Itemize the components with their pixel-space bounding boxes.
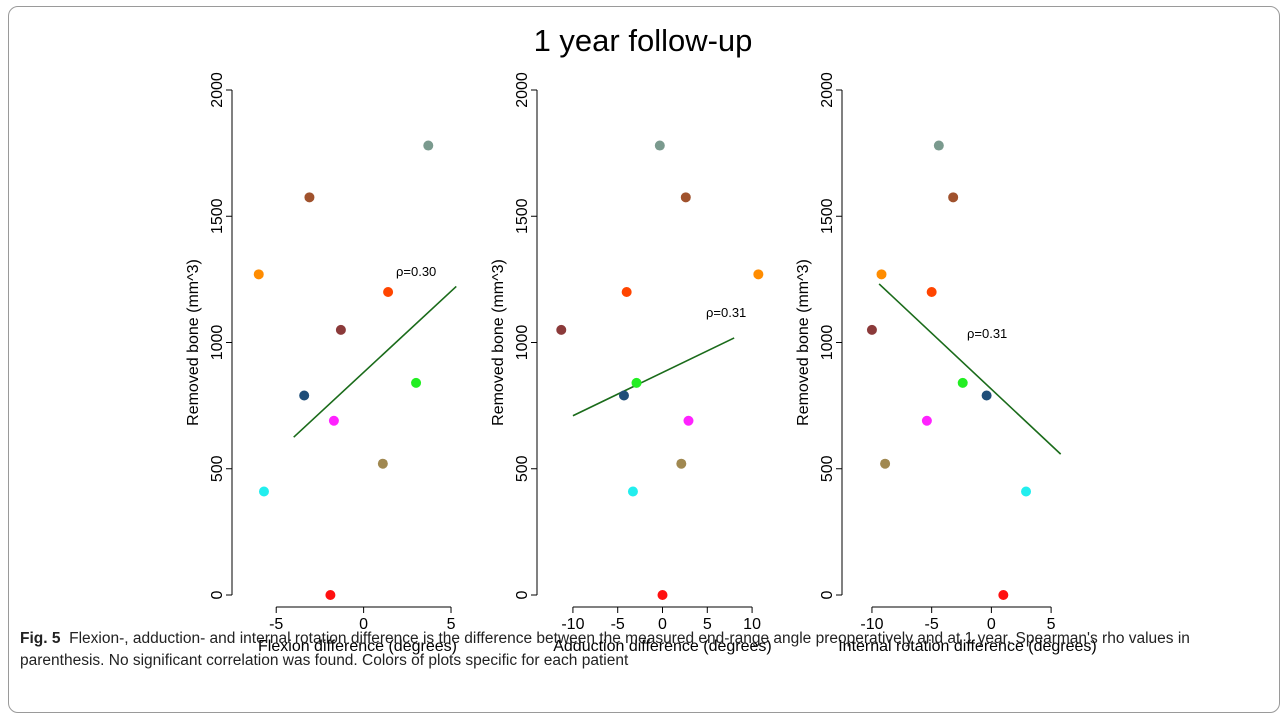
data-point	[1021, 486, 1032, 497]
scatter-panel-2: 0 500 1000 1500 2000 Removed bone (mm^3) -10 -5…	[490, 72, 772, 655]
y-tick-label: 2000	[819, 72, 836, 108]
data-point	[335, 324, 346, 335]
y-axis-label: Removed bone (mm^3)	[185, 259, 202, 426]
x-axis-label: Internal rotation difference (degrees)	[838, 638, 1097, 655]
data-point	[981, 390, 992, 401]
data-point	[880, 458, 891, 469]
y-tick-label: 0	[819, 590, 836, 599]
caption-label: Fig. 5	[20, 630, 61, 647]
data-point	[325, 590, 336, 600]
data-point	[926, 287, 937, 297]
rho-annotation: ρ=0.31	[706, 305, 746, 320]
y-tick-label: 0	[514, 590, 531, 599]
x-tick-label: 5	[447, 616, 456, 633]
data-point	[921, 415, 932, 426]
data-point	[383, 287, 394, 297]
data-point	[654, 140, 665, 151]
y-tick-label: 1000	[819, 325, 836, 361]
x-axis-label: Adduction difference (degrees)	[553, 638, 772, 655]
data-point	[957, 377, 968, 388]
data-point	[998, 590, 1009, 600]
data-point	[377, 458, 388, 469]
fit-line	[572, 337, 735, 417]
data-point	[621, 287, 632, 297]
data-point	[253, 269, 264, 280]
data-point	[753, 269, 764, 280]
y-axis-label: Removed bone (mm^3)	[795, 259, 812, 426]
x-tick-label: 10	[743, 616, 761, 633]
data-point	[627, 486, 638, 497]
y-tick-label: 0	[209, 590, 226, 599]
y-tick-label: 1500	[819, 198, 836, 234]
rho-annotation: ρ=0.31	[967, 326, 1007, 341]
y-tick-label: 1500	[209, 198, 226, 234]
x-tick-label: 5	[703, 616, 712, 633]
fit-line	[878, 283, 1062, 455]
x-axis-label: Flexion difference (degrees)	[258, 638, 457, 655]
figure-frame	[8, 6, 1280, 713]
x-tick-label: -5	[611, 616, 625, 633]
data-point	[683, 415, 694, 426]
y-tick-label: 2000	[209, 72, 226, 108]
x-tick-label: 0	[987, 616, 996, 633]
data-point	[328, 415, 339, 426]
x-tick-label: 0	[359, 616, 368, 633]
x-tick-label: 5	[1047, 616, 1056, 633]
data-point	[876, 269, 887, 280]
scatter-panel-1: 0 500 1000 1500 2000 Removed bone (mm^3) -5 0 5 F…	[185, 72, 457, 655]
fit-line	[293, 285, 457, 438]
data-point	[933, 140, 944, 151]
data-point	[299, 390, 310, 401]
x-tick-label: -10	[860, 616, 883, 633]
scatter-panel-3: 0 500 1000 1500 2000 Removed bone (mm^3) -10 -5…	[795, 72, 1097, 655]
data-point	[304, 192, 315, 203]
data-point	[411, 377, 422, 388]
x-tick-label: -5	[269, 616, 283, 633]
rho-annotation: ρ=0.30	[396, 264, 436, 279]
data-point	[258, 486, 269, 497]
data-point	[631, 377, 642, 388]
data-point	[423, 140, 434, 151]
y-tick-label: 500	[819, 455, 836, 482]
data-point	[618, 390, 629, 401]
caption-text: Flexion-, adduction- and internal rotati…	[20, 630, 1190, 669]
y-tick-label: 1000	[209, 325, 226, 361]
data-point	[657, 590, 668, 600]
y-tick-label: 500	[209, 455, 226, 482]
x-tick-label: -10	[561, 616, 584, 633]
x-tick-label: 0	[658, 616, 667, 633]
y-axis-label: Removed bone (mm^3)	[490, 259, 507, 426]
data-point	[676, 458, 687, 469]
y-tick-label: 1500	[514, 198, 531, 234]
data-point	[556, 324, 567, 335]
figure-super-title: 1 year follow-up	[534, 23, 753, 58]
figure-caption: Fig. 5 Flexion-, adduction- and internal…	[20, 628, 1270, 672]
data-point	[948, 192, 959, 203]
y-tick-label: 500	[514, 455, 531, 482]
data-point	[866, 324, 877, 335]
data-point	[680, 192, 691, 203]
x-tick-label: -5	[925, 616, 939, 633]
y-tick-label: 1000	[514, 325, 531, 361]
y-tick-label: 2000	[514, 72, 531, 108]
